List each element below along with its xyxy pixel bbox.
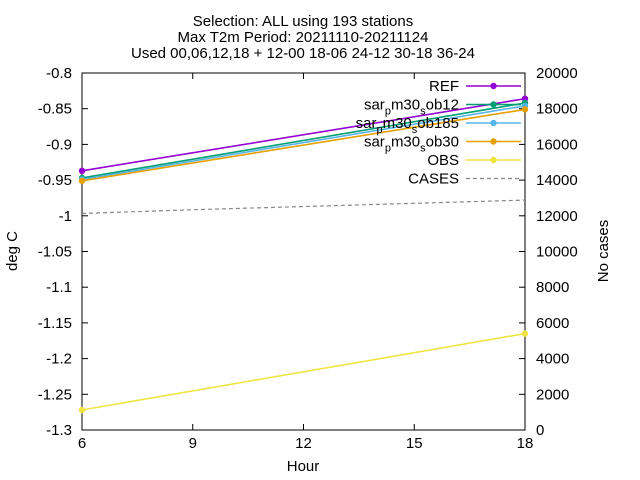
y2-axis-label: No cases bbox=[595, 220, 612, 283]
y-tick-label: -0.95 bbox=[38, 172, 72, 189]
chart-title: Selection: ALL using 193 stations Max T2… bbox=[131, 13, 475, 62]
legend-label: OBS bbox=[427, 152, 459, 169]
legend-marker bbox=[490, 101, 497, 108]
title-line-1: Selection: ALL using 193 stations bbox=[193, 13, 413, 30]
y-tick-label: -1 bbox=[59, 208, 72, 225]
data-point bbox=[521, 330, 529, 337]
title-line-2: Max T2m Period: 20211110-20211124 bbox=[177, 29, 428, 46]
y-axis-label: deg C bbox=[4, 231, 21, 271]
y-tick-label: -1.05 bbox=[38, 244, 72, 261]
y2-tick-label: 14000 bbox=[536, 172, 578, 189]
legend-label: sarpm30sob12 bbox=[364, 97, 459, 118]
y-tick-label: -1.1 bbox=[46, 279, 72, 296]
y-tick-label: -1.15 bbox=[38, 315, 72, 332]
legend-marker bbox=[490, 119, 497, 127]
legend-label: REF bbox=[429, 78, 459, 95]
y2-tick-label: 16000 bbox=[536, 136, 578, 153]
y-tick-label: -0.9 bbox=[46, 136, 72, 153]
legend-marker bbox=[490, 156, 497, 164]
y2-tick-label: 12000 bbox=[536, 208, 578, 225]
series-line-obs bbox=[81, 332, 526, 411]
y2-tick-label: 4000 bbox=[536, 351, 569, 368]
y-tick-label: -0.85 bbox=[38, 101, 72, 118]
legend-label: sarpm30sob30 bbox=[364, 134, 459, 155]
x-axis-label: Hour bbox=[287, 458, 320, 475]
x-tick-label: 9 bbox=[189, 435, 197, 452]
x-tick-label: 12 bbox=[295, 435, 312, 452]
series-line-sar-pm30-sob185 bbox=[81, 105, 526, 181]
data-point bbox=[78, 167, 86, 175]
series-line-sar-pm30-sob30 bbox=[81, 108, 526, 182]
legend: REF sarpm30sob12sarpm30sob185sarpm30sob30… bbox=[356, 78, 521, 188]
legend-marker bbox=[490, 138, 497, 145]
y2-tick-label: 18000 bbox=[536, 101, 578, 118]
x-tick-label: 6 bbox=[78, 435, 86, 452]
series-lines bbox=[78, 95, 529, 414]
y2-tick-label: 10000 bbox=[536, 244, 578, 261]
y2-tick-label: 2000 bbox=[536, 386, 569, 403]
y2-tick-label: 0 bbox=[536, 422, 544, 439]
y2-tick-label: 8000 bbox=[536, 279, 569, 296]
y-tick-label: -1.25 bbox=[38, 386, 72, 403]
y-tick-label: -1.2 bbox=[46, 351, 72, 368]
y-tick-label: -1.3 bbox=[46, 422, 72, 439]
y-tick-label: -0.8 bbox=[46, 65, 72, 82]
axis-ticks: -0.8 -0.85 -0.9 -0.95 -1 -1.05 -1.1 -1.15 -1.2 -1… bbox=[38, 65, 578, 452]
title-line-3: Used 00,06,12,18 + 12-00 18-06 24-12 30-… bbox=[131, 45, 475, 62]
x-tick-label: 15 bbox=[406, 435, 423, 452]
series-line-ref bbox=[81, 97, 526, 172]
series-line-cases bbox=[81, 199, 526, 215]
data-point bbox=[78, 406, 86, 414]
legend-marker bbox=[490, 82, 497, 90]
x-tick-label: 18 bbox=[517, 435, 534, 452]
legend-label: sarpm30sob185 bbox=[356, 115, 459, 136]
data-point bbox=[521, 106, 529, 113]
series-line-sar-pm30-sob12 bbox=[81, 102, 526, 179]
y2-tick-label: 6000 bbox=[536, 315, 569, 332]
y2-tick-label: 20000 bbox=[536, 65, 578, 82]
data-point bbox=[78, 177, 86, 185]
legend-label: CASES bbox=[408, 171, 459, 188]
